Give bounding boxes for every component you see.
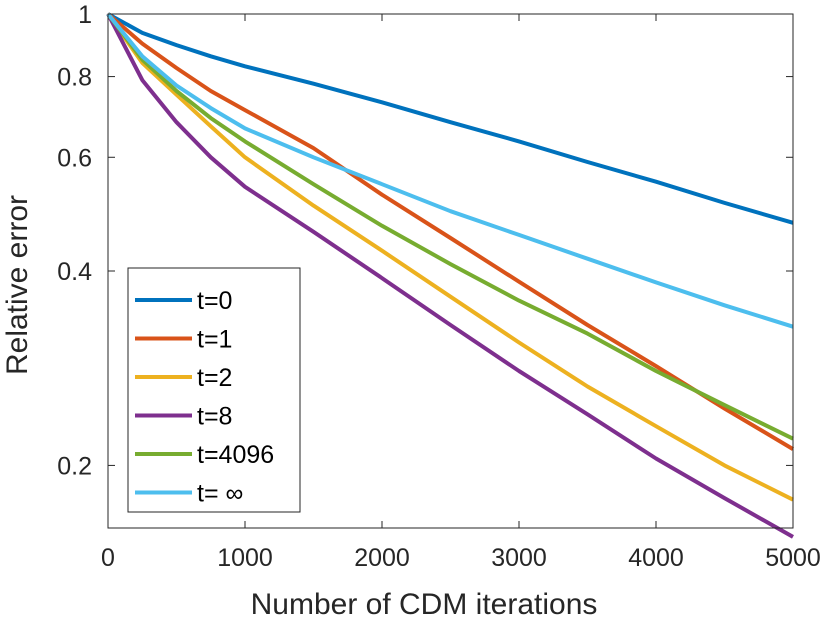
- x-tick-label: 3000: [491, 544, 547, 572]
- y-tick-label: 0.4: [57, 258, 92, 286]
- legend-label-t=inf: t= ∞: [197, 480, 243, 508]
- legend-label-t=8: t=8: [197, 403, 232, 431]
- x-tick-label: 0: [101, 544, 115, 572]
- axis-ticks: 0 1000 2000 3000 4000 5000 0.2 0.4 0.6 0.8 1: [57, 1, 821, 572]
- y-tick-label: 0.2: [57, 452, 92, 480]
- series-line-t=0: [107, 12, 794, 225]
- x-tick-label: 5000: [765, 544, 821, 572]
- y-tick-label: 1: [78, 1, 92, 29]
- x-tick-label: 2000: [354, 544, 410, 572]
- y-axis-label: Relative error: [1, 195, 34, 375]
- y-tick-label: 0.6: [57, 144, 92, 172]
- series-line-t=8: [106, 13, 794, 539]
- plot-frame: [107, 13, 794, 529]
- legend-label-t=0: t=0: [197, 287, 232, 315]
- legend-label-t=4096: t=4096: [197, 441, 274, 469]
- series-lines: [106, 12, 795, 539]
- legend-label-t=1: t=1: [197, 326, 232, 354]
- series-line-t=2: [106, 12, 794, 502]
- legend-box: [127, 267, 301, 513]
- x-tick-label: 1000: [217, 544, 273, 572]
- x-axis-label: Number of CDM iterations: [251, 588, 598, 618]
- y-tick-label: 0.8: [57, 64, 92, 92]
- series-line-t=1: [106, 12, 795, 451]
- series-line-t=inf: [106, 12, 794, 329]
- legend: t=0 t=1 t=2 t=8 t=4096 t= ∞: [127, 267, 301, 513]
- series-line-t=4096: [106, 12, 794, 441]
- legend-label-t=2: t=2: [197, 364, 232, 392]
- x-tick-label: 4000: [628, 544, 684, 572]
